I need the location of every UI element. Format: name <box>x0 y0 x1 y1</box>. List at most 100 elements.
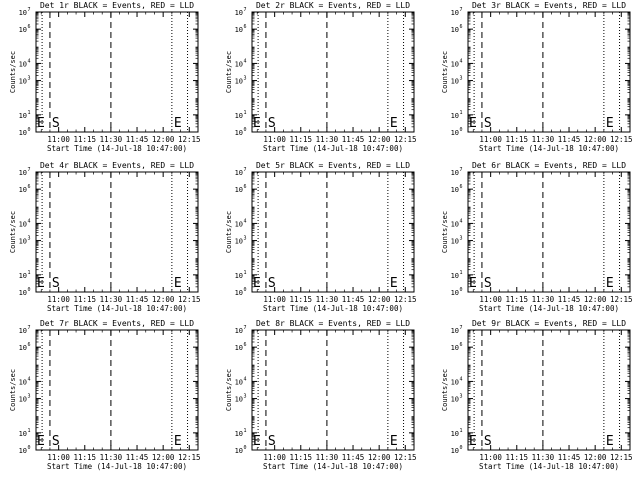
y-tick-label: 10 <box>451 396 459 404</box>
y-tick-exponent: 4 <box>28 376 31 382</box>
x-tick-label: 11:00 <box>479 453 502 462</box>
x-tick-label: 12:00 <box>368 295 391 304</box>
y-tick-label: 10 <box>235 129 243 137</box>
y-tick-label: 10 <box>235 78 243 86</box>
x-tick-label: 11:15 <box>505 135 528 144</box>
x-tick-label: 12:00 <box>584 453 607 462</box>
y-tick-label: 10 <box>235 378 243 386</box>
x-tick-label: 11:15 <box>289 453 312 462</box>
y-tick-exponent: 4 <box>460 58 463 64</box>
panel-title: Det 4r BLACK = Events, RED = LLD <box>40 161 194 170</box>
panel-title: Det 5r BLACK = Events, RED = LLD <box>256 161 410 170</box>
panel-5: Det 5r BLACK = Events, RED = LLD Counts/s… <box>225 161 417 313</box>
panel-9: Det 9r BLACK = Events, RED = LLD Counts/s… <box>441 319 633 471</box>
panel-title: Det 8r BLACK = Events, RED = LLD <box>256 319 410 328</box>
panel-7: Det 7r BLACK = Events, RED = LLD Counts/s… <box>9 319 201 471</box>
y-tick-exponent: 4 <box>460 218 463 224</box>
y-tick-label: 10 <box>19 169 27 177</box>
y-tick-label: 10 <box>235 220 243 228</box>
y-tick-label: 10 <box>451 26 459 34</box>
y-tick-label: 10 <box>235 272 243 280</box>
y-tick-label: 10 <box>19 238 27 246</box>
y-tick-label: 10 <box>19 78 27 86</box>
x-tick-label: 11:30 <box>316 295 339 304</box>
x-tick-label: 12:15 <box>394 135 417 144</box>
x-tick-label: 11:15 <box>73 135 96 144</box>
y-tick-label: 10 <box>451 78 459 86</box>
y-tick-label: 10 <box>451 289 459 297</box>
panel-3: Det 3r BLACK = Events, RED = LLD Counts/s… <box>441 1 633 153</box>
y-tick-exponent: 4 <box>244 376 247 382</box>
y-tick-exponent: 4 <box>28 218 31 224</box>
y-tick-exponent: 4 <box>28 58 31 64</box>
x-tick-label: 11:30 <box>532 295 555 304</box>
y-tick-label: 10 <box>19 447 27 455</box>
y-tick-exponent: 7 <box>460 325 463 331</box>
panel-title: Det 6r BLACK = Events, RED = LLD <box>472 161 626 170</box>
x-tick-label: 11:30 <box>100 135 123 144</box>
panel-2: Det 2r BLACK = Events, RED = LLD Counts/s… <box>225 1 417 153</box>
x-tick-label: 11:45 <box>558 453 581 462</box>
marker-label: E <box>606 434 614 449</box>
x-tick-label: 12:15 <box>394 453 417 462</box>
x-tick-label: 12:00 <box>368 453 391 462</box>
y-tick-exponent: 6 <box>460 24 463 30</box>
x-tick-label: 12:15 <box>610 135 633 144</box>
marker-label: S <box>52 116 60 131</box>
marker-label: E <box>174 116 182 131</box>
y-tick-label: 10 <box>451 220 459 228</box>
marker-label-left: E <box>37 276 45 291</box>
y-tick-exponent: 1 <box>244 428 247 434</box>
y-tick-label: 10 <box>235 238 243 246</box>
y-axis-label: Counts/sec <box>441 51 449 93</box>
y-tick-exponent: 3 <box>28 76 31 82</box>
y-tick-label: 10 <box>451 430 459 438</box>
marker-label: E <box>606 116 614 131</box>
x-tick-label: 11:00 <box>263 135 286 144</box>
x-tick-label: 12:15 <box>610 453 633 462</box>
x-tick-label: 11:00 <box>263 453 286 462</box>
y-tick-exponent: 1 <box>460 428 463 434</box>
y-tick-label: 10 <box>19 272 27 280</box>
y-tick-exponent: 3 <box>460 76 463 82</box>
x-tick-label: 12:15 <box>178 135 201 144</box>
x-tick-label: 11:30 <box>316 453 339 462</box>
y-tick-label: 10 <box>19 220 27 228</box>
marker-label: E <box>390 434 398 449</box>
marker-label: S <box>484 276 492 291</box>
y-tick-exponent: 1 <box>28 428 31 434</box>
y-tick-label: 10 <box>451 60 459 68</box>
y-tick-exponent: 6 <box>244 184 247 190</box>
y-tick-label: 10 <box>235 186 243 194</box>
y-tick-label: 10 <box>451 186 459 194</box>
y-tick-exponent: 6 <box>28 342 31 348</box>
y-tick-label: 10 <box>19 396 27 404</box>
panel-title: Det 1r BLACK = Events, RED = LLD <box>40 1 194 10</box>
y-tick-label: 10 <box>19 378 27 386</box>
marker-label-left: E <box>253 434 261 449</box>
y-tick-label: 10 <box>19 289 27 297</box>
marker-label-left: E <box>253 276 261 291</box>
y-axis-label: Counts/sec <box>441 211 449 253</box>
x-tick-label: 11:45 <box>342 135 365 144</box>
panel-title: Det 2r BLACK = Events, RED = LLD <box>256 1 410 10</box>
y-tick-exponent: 7 <box>244 7 247 13</box>
y-tick-label: 10 <box>451 169 459 177</box>
y-tick-exponent: 4 <box>460 376 463 382</box>
x-tick-label: 12:15 <box>394 295 417 304</box>
x-axis-label: Start Time (14-Jul-18 10:47:00) <box>263 144 403 153</box>
y-tick-label: 10 <box>19 344 27 352</box>
marker-label: E <box>390 116 398 131</box>
panel-title: Det 3r BLACK = Events, RED = LLD <box>472 1 626 10</box>
marker-label: S <box>484 434 492 449</box>
y-tick-exponent: 1 <box>460 270 463 276</box>
y-tick-exponent: 4 <box>244 218 247 224</box>
x-tick-label: 11:30 <box>100 453 123 462</box>
y-tick-exponent: 0 <box>28 445 31 451</box>
y-tick-exponent: 7 <box>244 167 247 173</box>
x-tick-label: 11:30 <box>316 135 339 144</box>
x-tick-label: 12:15 <box>610 295 633 304</box>
x-tick-label: 12:00 <box>368 135 391 144</box>
x-axis-label: Start Time (14-Jul-18 10:47:00) <box>47 304 187 313</box>
x-axis-label: Start Time (14-Jul-18 10:47:00) <box>47 144 187 153</box>
